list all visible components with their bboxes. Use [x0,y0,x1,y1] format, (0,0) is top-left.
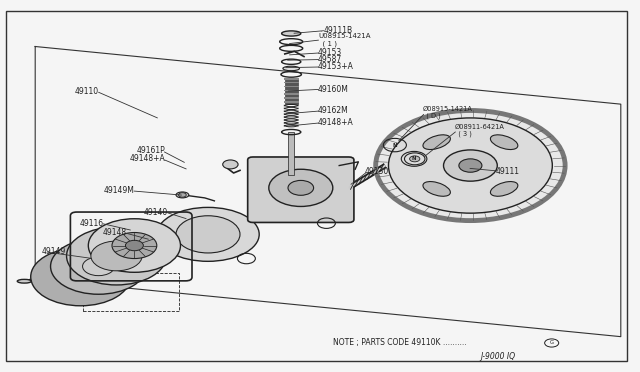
Circle shape [67,227,166,285]
Bar [284,78,299,80]
Ellipse shape [17,279,31,283]
Circle shape [176,216,240,253]
Text: 49116: 49116 [79,219,104,228]
Text: 49160M: 49160M [318,85,349,94]
Circle shape [91,241,142,271]
Bar [284,82,299,83]
FancyBboxPatch shape [248,157,354,222]
Bar [284,101,299,103]
Circle shape [459,159,482,172]
Bar [284,93,299,95]
Ellipse shape [282,31,301,36]
Text: J-9000 IQ: J-9000 IQ [480,352,515,360]
Ellipse shape [490,135,518,150]
Circle shape [376,110,565,221]
Text: 49148: 49148 [102,228,127,237]
Text: 49111B: 49111B [323,26,353,35]
Text: NOTE ; PARTS CODE 49110K ..........: NOTE ; PARTS CODE 49110K .......... [333,339,467,347]
Circle shape [31,248,131,306]
Text: G: G [550,340,554,346]
Bar [284,86,299,87]
Text: N: N [412,156,417,161]
Text: 49587: 49587 [318,55,342,64]
Ellipse shape [490,182,518,196]
Bar [288,132,294,175]
Circle shape [223,160,238,169]
Bar [284,90,299,91]
Text: Ø08915-1421A
  ( D ): Ø08915-1421A ( D ) [422,106,472,119]
Text: 49111: 49111 [496,167,520,176]
Ellipse shape [176,192,189,198]
Circle shape [88,219,180,272]
Bar [285,78,298,104]
Text: 49149M: 49149M [104,186,134,195]
Circle shape [179,193,186,197]
Text: 49153: 49153 [318,48,342,57]
Text: N: N [392,142,397,148]
Circle shape [125,240,143,251]
Circle shape [269,169,333,206]
Text: 49153+A: 49153+A [318,62,354,71]
Circle shape [404,153,425,165]
Ellipse shape [283,66,300,71]
Ellipse shape [157,208,259,261]
Circle shape [288,180,314,195]
Bar [284,97,299,99]
Text: Ù08915-1421A
  ( 1 ): Ù08915-1421A ( 1 ) [318,33,371,47]
Circle shape [388,118,552,213]
Ellipse shape [423,135,451,150]
Ellipse shape [423,182,451,196]
Circle shape [410,156,420,162]
Text: 49148+A: 49148+A [318,118,354,127]
Circle shape [83,257,115,276]
Circle shape [112,232,157,259]
Text: 49148+A: 49148+A [129,154,165,163]
Text: Ø08911-6421A
  ( 3 ): Ø08911-6421A ( 3 ) [454,124,504,137]
Text: 49110: 49110 [75,87,99,96]
Circle shape [444,150,497,181]
Text: 49130: 49130 [365,167,389,176]
Text: 49140: 49140 [144,208,168,217]
Text: 49149: 49149 [42,247,66,256]
Circle shape [51,238,147,294]
Text: 49161P: 49161P [136,146,165,155]
Text: 49162M: 49162M [318,106,349,115]
